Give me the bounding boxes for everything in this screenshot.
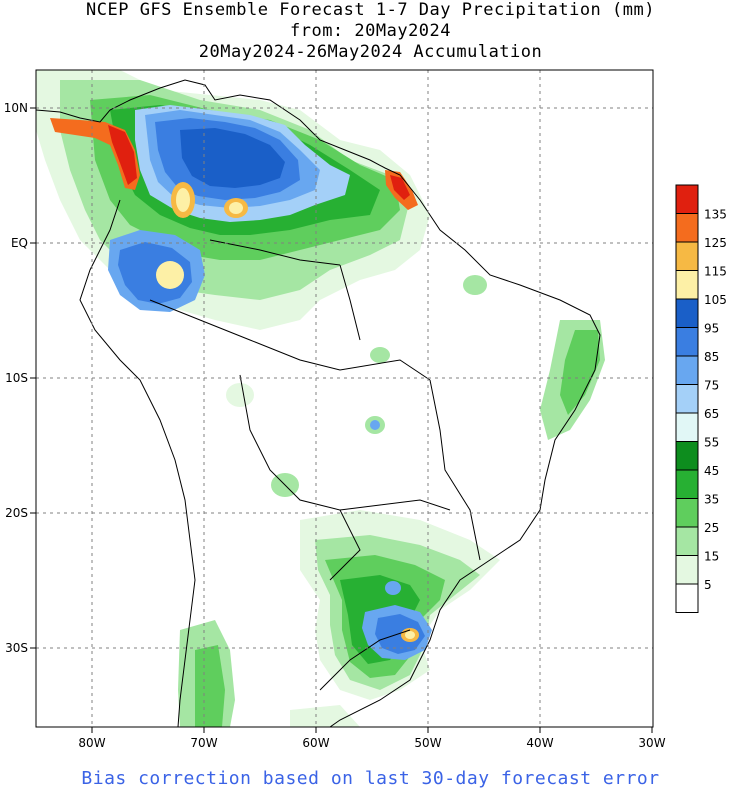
lon-label-40w: 40W: [526, 736, 553, 750]
lat-label-20s: 20S: [5, 506, 28, 520]
country-borders: [36, 79, 601, 727]
legend-label: 25: [704, 521, 719, 535]
legend-label: 95: [704, 322, 719, 336]
legend-label: 65: [704, 407, 719, 421]
graticule: [36, 70, 653, 727]
legend-swatch: [675, 555, 699, 585]
legend-swatch: [675, 327, 699, 357]
legend-label: 55: [704, 436, 719, 450]
legend-label: 135: [704, 208, 727, 222]
map-title: NCEP GFS Ensemble Forecast 1-7 Day Preci…: [86, 0, 655, 20]
precipitation-legend: 135 125 115 105 95 85 75 65 55 45 35 25 15 5: [675, 184, 727, 613]
legend-swatch: [675, 213, 699, 243]
precipitation-field: [36, 70, 605, 727]
legend-swatch: [675, 355, 699, 385]
legend-swatch: [675, 498, 699, 528]
legend-label: 115: [704, 265, 727, 279]
lon-label-30w: 30W: [638, 736, 665, 750]
longitude-axis: 80W 70W 60W 50W 40W 30W: [78, 727, 666, 750]
legend-label: 105: [704, 293, 727, 307]
legend-swatch: [675, 412, 699, 442]
lon-label-60w: 60W: [302, 736, 329, 750]
legend-swatch: [675, 184, 699, 214]
legend-label: 15: [704, 550, 719, 564]
lat-label-10s: 10S: [5, 371, 28, 385]
legend-swatch: [675, 583, 699, 613]
lon-label-80w: 80W: [78, 736, 105, 750]
accumulation-period: 20May2024-26May2024 Accumulation: [198, 42, 543, 62]
lon-label-70w: 70W: [190, 736, 217, 750]
legend-swatch: [675, 441, 699, 471]
legend-label: 125: [704, 236, 727, 250]
lat-label-eq: EQ: [11, 236, 28, 250]
legend-swatch: [675, 384, 699, 414]
forecast-start-date: from: 20May2024: [289, 21, 452, 41]
legend-label: 35: [704, 493, 719, 507]
lat-label-30s: 30S: [5, 641, 28, 655]
legend-swatch: [675, 298, 699, 328]
legend-label: 45: [704, 464, 719, 478]
map-border: [35, 69, 654, 728]
latitude-axis: 10N EQ 10S 20S 30S: [4, 101, 36, 655]
legend-swatch: [675, 270, 699, 300]
legend-label: 5: [704, 578, 712, 592]
legend-swatch: [675, 241, 699, 271]
lat-label-10n: 10N: [4, 101, 28, 115]
legend-label: 75: [704, 379, 719, 393]
legend-swatch: [675, 526, 699, 556]
legend-swatch: [675, 469, 699, 499]
lon-label-50w: 50W: [414, 736, 441, 750]
legend-label: 85: [704, 350, 719, 364]
bias-correction-note: Bias correction based on last 30-day for…: [81, 768, 660, 789]
